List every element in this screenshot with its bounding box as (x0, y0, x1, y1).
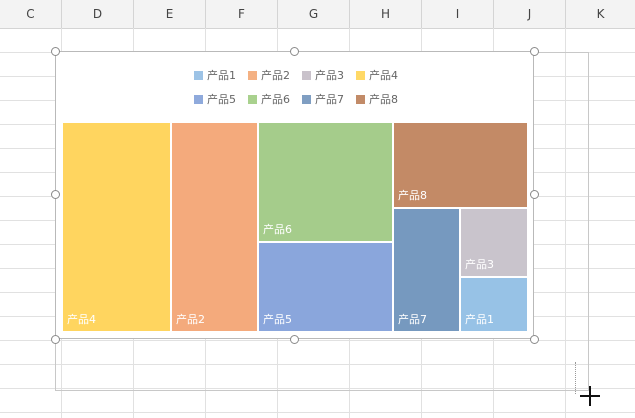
legend-item[interactable]: 产品8 (356, 93, 398, 107)
legend-label: 产品7 (315, 93, 344, 106)
legend-label: 产品4 (369, 69, 398, 82)
tile-product3[interactable]: 产品3 (460, 208, 528, 277)
resize-handle-left[interactable] (51, 190, 60, 199)
tile-product8[interactable]: 产品8 (393, 122, 528, 208)
tile-label: 产品3 (465, 258, 494, 271)
resize-handle-right[interactable] (530, 190, 539, 199)
tile-product4[interactable]: 产品4 (62, 122, 171, 332)
legend-label: 产品5 (207, 93, 236, 106)
column-header-d[interactable]: D (62, 0, 134, 28)
grid-line (0, 364, 635, 365)
legend-swatch (302, 71, 311, 80)
column-header-j[interactable]: J (494, 0, 566, 28)
legend-swatch (356, 71, 365, 80)
tile-product1[interactable]: 产品1 (460, 277, 528, 332)
column-header-i[interactable]: I (422, 0, 494, 28)
legend-swatch (248, 95, 257, 104)
resize-handle-bottom-right[interactable] (530, 335, 539, 344)
tile-product2[interactable]: 产品2 (171, 122, 258, 332)
column-header-row: C D E F G H I J K (0, 0, 635, 29)
crosshair-cursor-icon (580, 386, 600, 406)
column-header-h[interactable]: H (350, 0, 422, 28)
tile-label: 产品5 (263, 313, 292, 326)
grid-line (0, 388, 635, 389)
column-header-c[interactable]: C (0, 0, 62, 28)
legend-label: 产品8 (369, 93, 398, 106)
legend-label: 产品2 (261, 69, 290, 82)
tile-label: 产品4 (67, 313, 96, 326)
grid-line (565, 28, 566, 418)
legend-swatch (194, 95, 203, 104)
legend-item[interactable]: 产品1 (194, 69, 236, 83)
legend-swatch (302, 95, 311, 104)
legend-label: 产品3 (315, 69, 344, 82)
legend-item[interactable]: 产品2 (248, 69, 290, 83)
tile-product5[interactable]: 产品5 (258, 242, 393, 332)
drag-guide (575, 362, 592, 394)
legend-item[interactable]: 产品6 (248, 93, 290, 107)
legend-item[interactable]: 产品7 (302, 93, 344, 107)
legend-swatch (248, 71, 257, 80)
legend-item[interactable]: 产品3 (302, 69, 344, 83)
column-header-e[interactable]: E (134, 0, 206, 28)
tile-label: 产品2 (176, 313, 205, 326)
legend-label: 产品1 (207, 69, 236, 82)
tile-label: 产品1 (465, 313, 494, 326)
legend-item[interactable]: 产品5 (194, 93, 236, 107)
column-header-k[interactable]: K (596, 7, 605, 21)
legend-label: 产品6 (261, 93, 290, 106)
tile-label: 产品8 (398, 189, 427, 202)
resize-handle-bottom[interactable] (290, 335, 299, 344)
tile-label: 产品6 (263, 223, 292, 236)
legend-item[interactable]: 产品4 (356, 69, 398, 83)
resize-handle-top-left[interactable] (51, 47, 60, 56)
tile-product6[interactable]: 产品6 (258, 122, 393, 242)
tile-label: 产品7 (398, 313, 427, 326)
grid-line (0, 340, 635, 341)
grid-line (0, 412, 635, 413)
resize-handle-bottom-left[interactable] (51, 335, 60, 344)
legend-swatch (194, 71, 203, 80)
resize-handle-top[interactable] (290, 47, 299, 56)
legend-swatch (356, 95, 365, 104)
resize-handle-top-right[interactable] (530, 47, 539, 56)
column-header-g[interactable]: G (278, 0, 350, 28)
treemap-chart[interactable]: 产品1 产品2 产品3 产品4 产品5 产品6 产品7 产品8 产品4 产品2 … (55, 51, 534, 339)
tile-product7[interactable]: 产品7 (393, 208, 460, 332)
column-header-f[interactable]: F (206, 0, 278, 28)
